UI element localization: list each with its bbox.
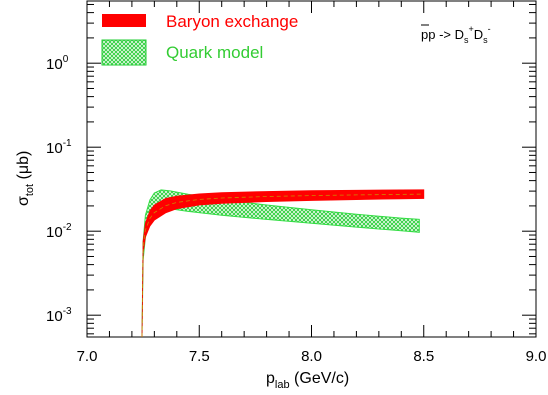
legend-label-baryon-exchange: Baryon exchange <box>166 12 298 31</box>
band-quark-model <box>141 189 420 338</box>
legend-swatch-baryon-exchange <box>102 14 146 27</box>
plot-frame <box>86 0 537 338</box>
ticks <box>86 1 537 337</box>
legend-swatch-quark-model <box>101 39 147 66</box>
tick-labels: 7.0 7.5 8.0 8.5 9.0 10-3 10-2 10-1 100 <box>46 54 546 365</box>
y-tick-label: 100 <box>46 54 69 73</box>
legend: Baryon exchange Quark model <box>101 12 298 66</box>
y-tick-label: 10-1 <box>46 138 72 157</box>
reaction-annotation: pp -> Ds+Ds- <box>421 24 491 45</box>
x-tick-label: 8.5 <box>413 348 434 365</box>
y-tick-label: 10-3 <box>46 306 72 325</box>
baryon-exchange-central-line <box>141 193 424 338</box>
y-tick-label: 10-2 <box>46 222 72 241</box>
x-tick-label: 7.0 <box>77 348 98 365</box>
x-axis-title: plab (GeV/c) <box>266 370 349 391</box>
x-tick-label: 8.0 <box>301 348 322 365</box>
y-axis-title: σtot (μb) <box>15 151 36 206</box>
legend-label-quark-model: Quark model <box>166 43 263 62</box>
x-tick-label: 9.0 <box>526 348 547 365</box>
x-tick-label: 7.5 <box>189 348 210 365</box>
reaction-label: pp -> Ds+Ds- <box>421 24 491 45</box>
bands <box>141 189 425 338</box>
